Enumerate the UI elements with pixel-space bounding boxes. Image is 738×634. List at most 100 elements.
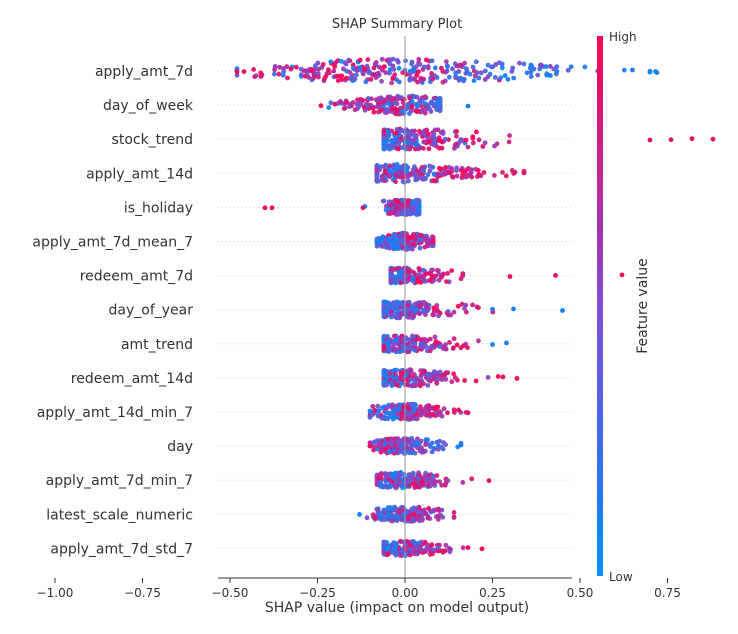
- shap-point: [422, 110, 428, 116]
- shap-point: [386, 236, 392, 241]
- shap-point: [456, 407, 461, 413]
- shap-point: [400, 485, 405, 491]
- shap-point: [387, 514, 393, 519]
- shap-point: [382, 442, 388, 447]
- shap-point: [399, 372, 404, 378]
- shap-point: [361, 105, 367, 110]
- shap-point: [433, 479, 438, 484]
- shap-point: [320, 62, 326, 67]
- shap-point: [387, 70, 392, 76]
- shap-point: [393, 206, 399, 211]
- shap-point: [417, 237, 423, 243]
- shap-point: [409, 104, 415, 110]
- shap-point: [431, 547, 437, 553]
- shap-point: [332, 101, 338, 107]
- shap-point: [478, 70, 484, 76]
- shap-point: [385, 94, 391, 100]
- shap-point: [425, 383, 431, 388]
- shap-point: [449, 166, 455, 171]
- shap-point: [443, 376, 449, 382]
- shap-point: [401, 472, 407, 477]
- shap-point: [391, 333, 397, 339]
- shap-point: [379, 235, 385, 241]
- shap-point: [381, 164, 387, 170]
- shap-point: [434, 473, 440, 478]
- shap-point: [375, 403, 381, 409]
- shap-point: [417, 98, 423, 103]
- shap-point: [427, 348, 433, 354]
- shap-point: [374, 173, 380, 179]
- colorbar: High Low Feature value: [597, 30, 651, 584]
- shap-point: [397, 315, 402, 321]
- shap-point: [410, 305, 416, 311]
- shap-point: [371, 109, 377, 115]
- shap-point: [444, 279, 449, 284]
- shap-point: [402, 179, 407, 185]
- shap-point: [521, 61, 527, 67]
- shap-point: [406, 178, 411, 184]
- shap-point: [352, 107, 358, 113]
- shap-point: [393, 337, 398, 343]
- shap-point: [463, 137, 469, 143]
- feature-label: apply_amt_7d_std_7: [50, 541, 193, 557]
- shap-point: [387, 146, 393, 152]
- shap-point: [381, 414, 387, 420]
- shap-point: [381, 135, 387, 141]
- shap-point: [452, 142, 458, 148]
- shap-point: [378, 513, 384, 519]
- shap-point: [444, 68, 450, 74]
- shap-point: [432, 334, 438, 340]
- shap-point: [332, 61, 337, 67]
- shap-point: [439, 377, 445, 382]
- shap-point: [554, 68, 560, 74]
- shap-point: [397, 133, 403, 138]
- shap-point: [422, 448, 428, 454]
- shap-point: [348, 75, 354, 81]
- shap-point: [381, 368, 387, 374]
- shap-point: [439, 273, 445, 279]
- shap-point: [395, 211, 401, 217]
- shap-point: [388, 209, 394, 214]
- shap-point: [422, 101, 428, 107]
- shap-point: [338, 58, 344, 64]
- shap-point: [462, 378, 467, 383]
- shap-point: [315, 60, 321, 66]
- colorbar-low-label: Low: [609, 570, 633, 584]
- shap-point: [425, 482, 431, 488]
- shap-point: [416, 540, 422, 546]
- shap-point: [445, 271, 450, 276]
- shap-point: [298, 66, 304, 72]
- shap-point: [375, 413, 381, 419]
- shap-point: [424, 304, 430, 310]
- shap-point: [482, 140, 488, 146]
- shap-point: [442, 548, 448, 554]
- shap-point: [443, 480, 449, 486]
- shap-point: [458, 276, 464, 282]
- shap-point: [377, 480, 383, 485]
- shap-point: [396, 79, 402, 85]
- shap-point: [411, 511, 416, 517]
- shap-point: [428, 509, 434, 515]
- shap-point: [434, 303, 440, 308]
- shap-point: [417, 245, 423, 251]
- shap-point: [454, 168, 459, 173]
- shap-point: [543, 64, 549, 69]
- shap-point: [423, 344, 429, 349]
- shap-point: [439, 507, 445, 513]
- shap-point: [447, 340, 452, 345]
- shap-point: [388, 440, 393, 446]
- shap-point: [418, 232, 424, 238]
- shap-point: [445, 64, 450, 69]
- shap-point: [507, 274, 513, 279]
- shap-point: [440, 446, 446, 452]
- shap-point: [405, 480, 411, 485]
- shap-point: [535, 72, 541, 78]
- shap-point: [395, 59, 401, 65]
- shap-point: [358, 65, 363, 70]
- shap-point: [417, 448, 423, 454]
- shap-point: [331, 68, 337, 74]
- shap-point: [423, 510, 429, 516]
- shap-point: [485, 74, 491, 80]
- shap-point: [350, 100, 356, 105]
- shap-point: [433, 404, 439, 410]
